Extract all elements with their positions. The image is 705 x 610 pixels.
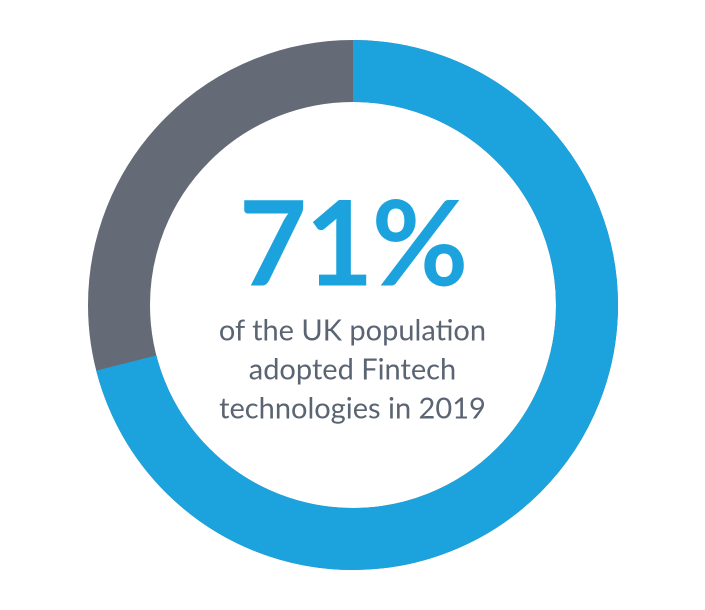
- percent-label: 71%: [173, 182, 533, 300]
- center-text-block: 71% of the UK population adopted Fintech…: [173, 182, 533, 427]
- donut-chart: 71% of the UK population adopted Fintech…: [0, 0, 705, 610]
- percent-description: of the UK population adopted Fintech tec…: [173, 310, 533, 427]
